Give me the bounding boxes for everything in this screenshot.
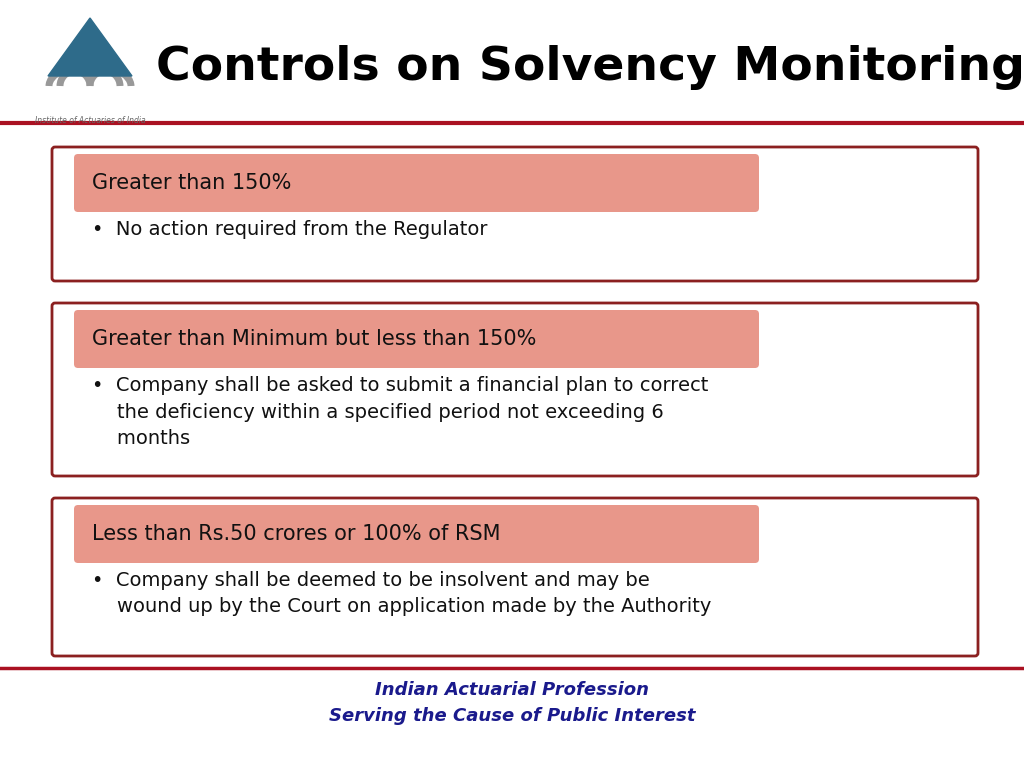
FancyBboxPatch shape: [74, 505, 759, 563]
Text: Greater than 150%: Greater than 150%: [92, 173, 292, 193]
Text: •  No action required from the Regulator: • No action required from the Regulator: [92, 220, 487, 239]
Text: •  Company shall be deemed to be insolvent and may be
    wound up by the Court : • Company shall be deemed to be insolven…: [92, 571, 712, 617]
Text: Controls on Solvency Monitoring: Controls on Solvency Monitoring: [156, 45, 1024, 91]
Polygon shape: [48, 18, 132, 76]
FancyBboxPatch shape: [74, 154, 759, 212]
Text: Serving the Cause of Public Interest: Serving the Cause of Public Interest: [329, 707, 695, 725]
FancyBboxPatch shape: [74, 310, 759, 368]
Text: Less than Rs.50 crores or 100% of RSM: Less than Rs.50 crores or 100% of RSM: [92, 524, 501, 544]
Text: •  Company shall be asked to submit a financial plan to correct
    the deficien: • Company shall be asked to submit a fin…: [92, 376, 709, 448]
Text: Institute of Actuaries of India: Institute of Actuaries of India: [35, 116, 145, 125]
Text: Indian Actuarial Profession: Indian Actuarial Profession: [375, 681, 649, 699]
Text: Greater than Minimum but less than 150%: Greater than Minimum but less than 150%: [92, 329, 537, 349]
